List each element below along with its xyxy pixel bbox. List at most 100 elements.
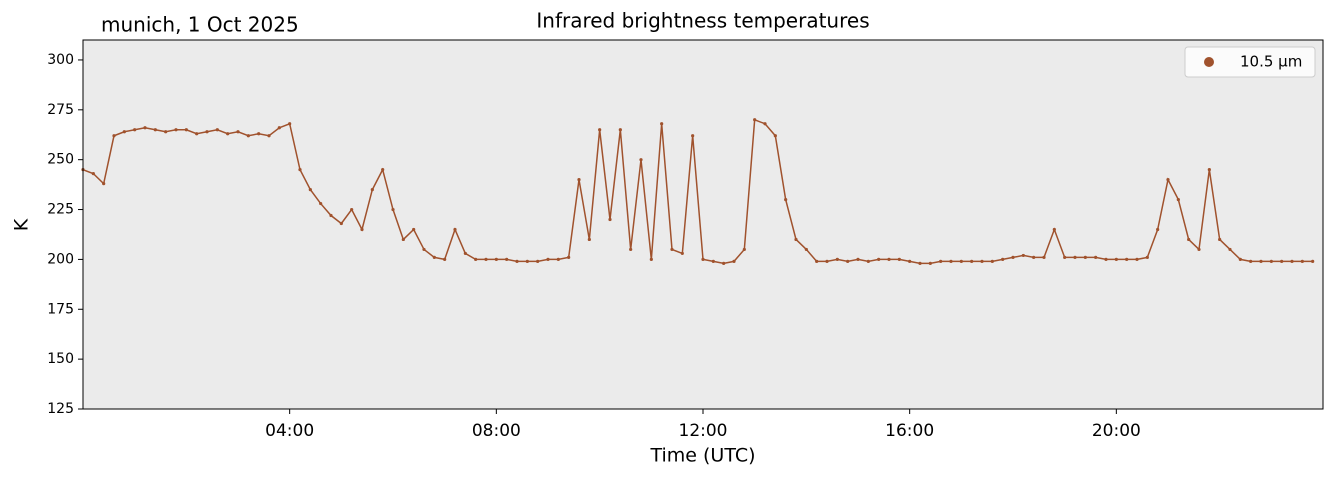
data-point (1094, 255, 1098, 260)
data-point (1300, 259, 1304, 263)
data-point (556, 257, 560, 262)
data-point (784, 197, 788, 202)
data-point (164, 130, 168, 134)
data-point (846, 259, 850, 263)
data-point (1187, 237, 1191, 242)
data-point (742, 247, 746, 252)
data-point (866, 259, 870, 263)
data-point (1218, 237, 1222, 242)
data-point (753, 118, 757, 122)
data-point (174, 128, 178, 132)
data-point (1104, 257, 1108, 262)
data-point (308, 187, 312, 192)
data-point (236, 130, 240, 134)
x-tick-label: 04:00 (265, 421, 314, 441)
data-point (670, 247, 674, 252)
data-point (1176, 197, 1180, 202)
data-point (277, 126, 281, 130)
data-point (133, 128, 137, 132)
x-tick-label: 16:00 (885, 421, 934, 441)
data-point (722, 261, 726, 265)
data-point (949, 259, 953, 263)
data-point (329, 213, 333, 218)
data-point (432, 255, 436, 260)
data-point (794, 237, 798, 242)
series-line (82, 118, 1313, 265)
chart-title: Infrared brightness temperatures (536, 9, 869, 33)
data-point (1042, 255, 1046, 260)
y-tick-label: 300 (47, 52, 74, 68)
data-point (1311, 259, 1315, 263)
data-point (1207, 168, 1211, 172)
data-point (515, 259, 519, 263)
data-point (122, 130, 126, 134)
data-point (443, 257, 447, 262)
data-point (608, 217, 612, 222)
data-point (970, 259, 974, 263)
data-point (928, 261, 932, 265)
data-point (908, 259, 912, 263)
data-point (711, 259, 715, 263)
data-point (319, 201, 323, 206)
data-point (1083, 255, 1087, 260)
data-point (577, 178, 581, 182)
data-point (370, 187, 374, 192)
data-point (567, 255, 571, 260)
data-point (246, 134, 250, 138)
data-point (1052, 227, 1056, 232)
data-point (112, 134, 116, 138)
data-point (215, 128, 219, 132)
data-point (474, 257, 478, 262)
data-point (918, 261, 922, 265)
data-point (195, 132, 199, 136)
data-point (505, 257, 509, 262)
data-point (153, 128, 157, 132)
y-tick-label: 275 (47, 102, 74, 118)
legend-label: 10.5 µm (1240, 53, 1302, 71)
data-point (835, 257, 839, 262)
data-point (587, 237, 591, 242)
data-point (598, 128, 602, 132)
data-point (701, 257, 705, 262)
data-point (639, 158, 643, 162)
data-point (350, 207, 354, 212)
data-point (391, 207, 395, 212)
y-tick-label: 200 (47, 251, 74, 267)
y-tick-label: 150 (47, 351, 74, 367)
data-point (1280, 259, 1284, 263)
data-point (463, 251, 467, 256)
data-point (453, 227, 457, 232)
data-point (815, 259, 819, 263)
data-point (412, 227, 416, 232)
legend-box (1184, 46, 1316, 78)
data-point (1125, 257, 1129, 262)
data-point (184, 128, 188, 132)
y-axis-label: K (11, 218, 33, 231)
data-point (1063, 255, 1067, 260)
data-point (1166, 178, 1170, 182)
data-point (1197, 247, 1201, 252)
data-point (525, 259, 529, 263)
data-point (401, 237, 405, 242)
data-point (618, 128, 622, 132)
data-point (1156, 227, 1160, 232)
data-point (939, 259, 943, 263)
subtitle: munich, 1 Oct 2025 (101, 13, 299, 37)
data-point (484, 257, 488, 262)
data-point (288, 122, 292, 126)
data-point (980, 259, 984, 263)
data-point (629, 247, 633, 252)
data-point (339, 221, 343, 226)
data-point (257, 132, 261, 136)
data-point (1011, 255, 1015, 260)
legend-marker (1204, 57, 1214, 67)
data-point (877, 257, 881, 262)
data-point (680, 251, 684, 256)
data-point (91, 172, 95, 176)
data-point (1290, 259, 1294, 263)
data-point (825, 259, 829, 263)
data-point (649, 257, 653, 262)
data-point (1114, 257, 1118, 262)
plot-frame (82, 39, 1324, 410)
